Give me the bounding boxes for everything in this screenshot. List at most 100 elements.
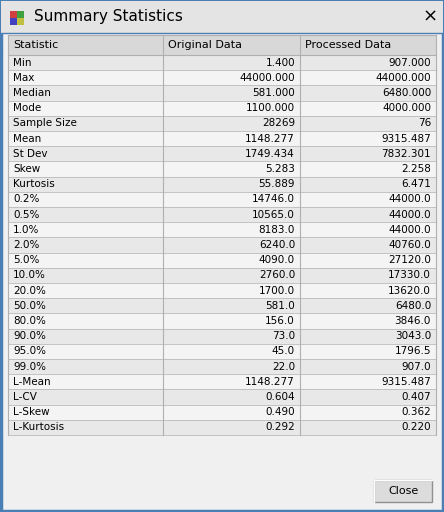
Text: 1700.0: 1700.0 [259, 286, 295, 295]
Text: ×: × [422, 8, 438, 26]
Text: 0.220: 0.220 [401, 422, 431, 433]
Bar [8, 390, 436, 404]
Bar [17, 18, 24, 25]
Text: Mean: Mean [13, 134, 41, 143]
Text: 581.000: 581.000 [252, 88, 295, 98]
Text: 6240.0: 6240.0 [259, 240, 295, 250]
Text: 90.0%: 90.0% [13, 331, 46, 341]
Text: 5.0%: 5.0% [13, 255, 40, 265]
Text: 14746.0: 14746.0 [252, 195, 295, 204]
Text: 907.0: 907.0 [401, 361, 431, 372]
Text: 156.0: 156.0 [265, 316, 295, 326]
Text: 95.0%: 95.0% [13, 347, 46, 356]
Text: Original Data: Original Data [168, 40, 242, 50]
Text: Sample Size: Sample Size [13, 118, 77, 129]
Text: 2760.0: 2760.0 [259, 270, 295, 281]
Text: 4090.0: 4090.0 [259, 255, 295, 265]
Text: 6480.0: 6480.0 [395, 301, 431, 311]
Text: 44000.0: 44000.0 [388, 225, 431, 235]
Bar [8, 420, 436, 435]
Text: 6480.000: 6480.000 [382, 88, 431, 98]
Text: 17330.0: 17330.0 [388, 270, 431, 281]
Text: 0.490: 0.490 [266, 407, 295, 417]
Text: Median: Median [13, 88, 51, 98]
Bar [8, 283, 436, 298]
Bar [8, 116, 436, 131]
Text: 2.0%: 2.0% [13, 240, 40, 250]
Bar [8, 35, 436, 55]
Text: 9315.487: 9315.487 [381, 377, 431, 387]
Text: 8183.0: 8183.0 [258, 225, 295, 235]
Bar [8, 192, 436, 207]
Text: 1148.277: 1148.277 [245, 377, 295, 387]
Text: 22.0: 22.0 [272, 361, 295, 372]
Text: 0.407: 0.407 [401, 392, 431, 402]
Text: 7832.301: 7832.301 [381, 149, 431, 159]
Text: Summary Statistics: Summary Statistics [34, 10, 183, 25]
Text: 20.0%: 20.0% [13, 286, 46, 295]
Bar [10, 11, 17, 18]
Bar [8, 207, 436, 222]
Bar [8, 222, 436, 238]
Text: 1148.277: 1148.277 [245, 134, 295, 143]
Bar [8, 329, 436, 344]
Text: 0.292: 0.292 [265, 422, 295, 433]
Text: 5.283: 5.283 [265, 164, 295, 174]
Text: 10.0%: 10.0% [13, 270, 46, 281]
Text: 1796.5: 1796.5 [395, 347, 431, 356]
Bar [8, 55, 436, 70]
Bar [8, 252, 436, 268]
Text: 13620.0: 13620.0 [388, 286, 431, 295]
Text: 4000.000: 4000.000 [382, 103, 431, 113]
Bar [17, 11, 24, 18]
Text: 3043.0: 3043.0 [395, 331, 431, 341]
Text: 0.2%: 0.2% [13, 195, 40, 204]
Text: Statistic: Statistic [13, 40, 58, 50]
Text: St Dev: St Dev [13, 149, 48, 159]
Bar [8, 359, 436, 374]
Text: Max: Max [13, 73, 34, 83]
Text: 55.889: 55.889 [258, 179, 295, 189]
Bar [8, 146, 436, 161]
Text: 44000.0: 44000.0 [388, 195, 431, 204]
Text: 27120.0: 27120.0 [388, 255, 431, 265]
Bar [8, 131, 436, 146]
Text: 40760.0: 40760.0 [388, 240, 431, 250]
Bar [8, 313, 436, 329]
Text: 2.258: 2.258 [401, 164, 431, 174]
Bar [8, 177, 436, 192]
Bar [10, 18, 17, 25]
Text: 50.0%: 50.0% [13, 301, 46, 311]
Bar [374, 480, 432, 502]
Text: 73.0: 73.0 [272, 331, 295, 341]
Bar [8, 298, 436, 313]
Bar [8, 344, 436, 359]
Text: Min: Min [13, 57, 32, 68]
Text: 0.5%: 0.5% [13, 209, 40, 220]
Bar [8, 374, 436, 390]
Text: L-Skew: L-Skew [13, 407, 50, 417]
Text: 1749.434: 1749.434 [245, 149, 295, 159]
Text: Mode: Mode [13, 103, 41, 113]
Text: 76: 76 [418, 118, 431, 129]
Bar [8, 238, 436, 252]
Text: 6.471: 6.471 [401, 179, 431, 189]
Bar [8, 404, 436, 420]
Text: 10565.0: 10565.0 [252, 209, 295, 220]
Text: L-Kurtosis: L-Kurtosis [13, 422, 64, 433]
Text: 28269: 28269 [262, 118, 295, 129]
Text: L-Mean: L-Mean [13, 377, 51, 387]
Text: 1.0%: 1.0% [13, 225, 40, 235]
Bar [8, 86, 436, 100]
Text: 44000.0: 44000.0 [388, 209, 431, 220]
Bar [8, 70, 436, 86]
Text: Close: Close [388, 486, 418, 496]
Bar [8, 268, 436, 283]
Text: 1100.000: 1100.000 [246, 103, 295, 113]
Text: 581.0: 581.0 [265, 301, 295, 311]
Text: 44000.000: 44000.000 [375, 73, 431, 83]
Text: 9315.487: 9315.487 [381, 134, 431, 143]
Bar [1, 1, 443, 33]
Text: 99.0%: 99.0% [13, 361, 46, 372]
Text: 1.400: 1.400 [266, 57, 295, 68]
